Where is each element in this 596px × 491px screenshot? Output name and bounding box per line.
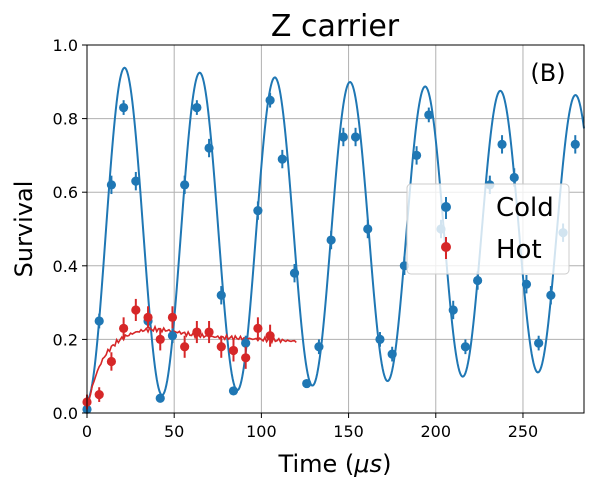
y-axis-label: Survival [10, 181, 38, 278]
cold-data-point [338, 132, 348, 142]
cold-data-point [546, 290, 556, 300]
hot-data-point [119, 323, 129, 333]
hot-data-point [265, 331, 275, 341]
cold-data-point [119, 102, 129, 113]
legend-cold-label: Cold [496, 193, 554, 223]
cold-data-point [375, 334, 385, 344]
cold-data-point [363, 224, 373, 234]
axis-ticks: 0 50 100 150 200 250 0.0 0.2 0.4 0.6 0.8 1.0 [53, 36, 539, 441]
cold-data-point [265, 95, 275, 105]
hot-data-point [253, 323, 263, 333]
y-tick-label: 0.2 [53, 330, 78, 349]
hot-data-point [228, 345, 239, 356]
cold-data-point [289, 268, 300, 278]
cold-data-point [424, 110, 434, 120]
cold-data-point [228, 386, 239, 396]
cold-data-point [460, 342, 471, 352]
fit-curves [86, 66, 585, 409]
x-axis-label: Time (μs) [278, 450, 392, 478]
plot-frame [86, 44, 585, 414]
y-tick-label: 1.0 [53, 36, 78, 55]
cold-data-point [509, 172, 519, 183]
hot-data-point [204, 327, 214, 337]
x-tick-label: 150 [333, 422, 364, 441]
cold-data-point [497, 139, 507, 149]
cold-data-point [314, 342, 324, 352]
cold-data-point [326, 235, 336, 245]
cold-data-point [534, 338, 544, 348]
cold-data-point [411, 150, 422, 160]
hot-data-point [216, 342, 226, 352]
y-tick-label: 0.4 [53, 257, 78, 276]
cold-data-point [155, 393, 165, 403]
hot-data-point [106, 356, 117, 367]
cold-data-point [473, 275, 483, 286]
cold-data-point [180, 180, 190, 190]
x-tick-label: 50 [164, 422, 184, 441]
cold-data-point [216, 290, 226, 300]
panel-annotation: (B) [530, 59, 565, 87]
cold-data-point [253, 206, 263, 216]
legend-cold-marker [441, 202, 451, 212]
cold-data-point [94, 316, 104, 326]
hot-data-point [192, 327, 202, 337]
hot-data-point [180, 342, 190, 352]
cold-data-point [131, 176, 141, 186]
chart-title: Z carrier [271, 9, 400, 44]
x-tick-label: 0 [82, 422, 92, 441]
cold-data-point [387, 349, 397, 359]
cold-data-point [350, 132, 361, 142]
hot-data-point [143, 312, 153, 322]
x-tick-label: 100 [246, 422, 277, 441]
legend: Cold Hot [406, 183, 570, 275]
legend-hot-label: Hot [496, 235, 542, 265]
hot-data-point [131, 305, 141, 315]
cold-data-point [570, 139, 580, 149]
cold-data-point [302, 378, 312, 389]
y-tick-label: 0.6 [53, 183, 78, 202]
cold-data-point [106, 180, 117, 190]
x-axis-label-end: ) [382, 450, 391, 478]
x-axis-label-unit: μs [353, 450, 382, 478]
y-tick-label: 0.8 [53, 110, 78, 129]
cold-data-point [192, 102, 202, 113]
hot-data-point [167, 312, 178, 322]
legend-hot-marker [441, 242, 451, 252]
y-tick-label: 0.0 [53, 404, 78, 423]
cold-data-point [448, 305, 458, 315]
hot-fit-curve [86, 324, 297, 409]
cold-data-point [204, 143, 214, 153]
x-tick-label: 200 [420, 422, 451, 441]
cold-fit-curve [86, 66, 585, 401]
x-axis-label-main: Time ( [278, 450, 355, 478]
cold-data-point [521, 279, 532, 289]
x-tick-label: 250 [508, 422, 539, 441]
cold-data-point [277, 154, 287, 164]
cold-data-point [167, 331, 178, 341]
hot-data-point [94, 390, 104, 400]
hot-data-point [241, 353, 251, 363]
cold-data-point [241, 338, 251, 348]
hot-data-point [155, 334, 165, 344]
